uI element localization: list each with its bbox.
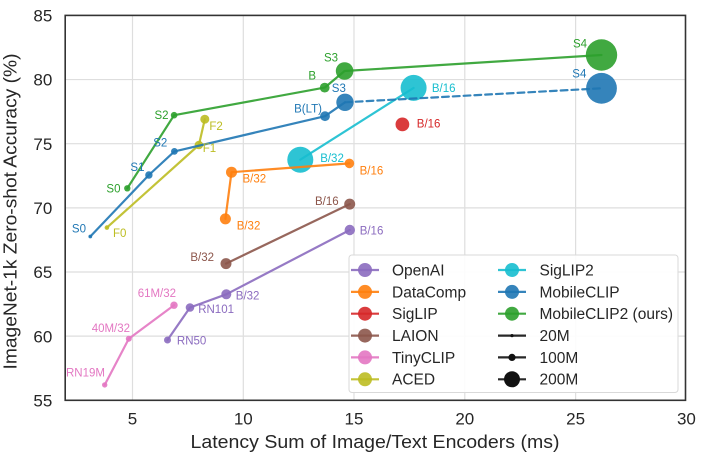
- svg-text:MobileCLIP2 (ours): MobileCLIP2 (ours): [540, 306, 674, 323]
- svg-text:S0: S0: [72, 223, 86, 235]
- svg-text:61M/32: 61M/32: [138, 288, 176, 300]
- svg-text:F0: F0: [113, 228, 126, 240]
- svg-text:B/32: B/32: [236, 291, 260, 303]
- svg-text:RN101: RN101: [198, 304, 234, 316]
- svg-text:B/16: B/16: [360, 165, 384, 177]
- svg-text:S4: S4: [573, 38, 588, 50]
- svg-text:ImageNet-1k Zero-shot Accuracy: ImageNet-1k Zero-shot Accuracy (%): [1, 54, 21, 370]
- svg-text:20: 20: [455, 410, 474, 429]
- svg-text:B/32: B/32: [237, 221, 261, 233]
- svg-text:F1: F1: [203, 143, 216, 155]
- svg-text:B/16: B/16: [417, 119, 441, 131]
- svg-text:100M: 100M: [540, 350, 579, 367]
- svg-text:60: 60: [33, 327, 52, 346]
- svg-text:S0: S0: [106, 183, 120, 195]
- svg-text:ACED: ACED: [392, 372, 435, 389]
- svg-text:SigLIP2: SigLIP2: [540, 262, 594, 279]
- svg-text:S2: S2: [155, 110, 169, 122]
- svg-text:SigLIP: SigLIP: [392, 306, 438, 323]
- svg-text:S3: S3: [332, 83, 346, 95]
- svg-text:B/16: B/16: [360, 226, 384, 238]
- svg-text:75: 75: [33, 135, 52, 154]
- svg-text:MobileCLIP: MobileCLIP: [540, 284, 620, 301]
- svg-text:F2: F2: [209, 121, 222, 133]
- svg-text:65: 65: [33, 263, 52, 282]
- svg-text:DataComp: DataComp: [392, 284, 466, 301]
- svg-text:S4: S4: [572, 68, 587, 80]
- svg-text:B(LT): B(LT): [294, 103, 322, 115]
- svg-text:85: 85: [33, 7, 52, 26]
- svg-text:25: 25: [566, 410, 585, 429]
- svg-text:55: 55: [33, 391, 52, 410]
- svg-text:80: 80: [33, 71, 52, 90]
- svg-text:B/32: B/32: [320, 153, 344, 165]
- svg-text:5: 5: [128, 410, 137, 429]
- svg-text:S2: S2: [153, 137, 167, 149]
- svg-text:B/16: B/16: [432, 83, 456, 95]
- svg-text:70: 70: [33, 199, 52, 218]
- svg-text:LAION: LAION: [392, 328, 439, 345]
- svg-text:Latency Sum of Image/Text Enco: Latency Sum of Image/Text Encoders (ms): [191, 432, 560, 452]
- svg-text:200M: 200M: [540, 372, 579, 389]
- svg-text:15: 15: [345, 410, 364, 429]
- svg-text:B/32: B/32: [190, 252, 214, 264]
- svg-text:S3: S3: [324, 53, 338, 65]
- svg-text:RN50: RN50: [177, 336, 206, 348]
- svg-text:OpenAI: OpenAI: [392, 262, 445, 279]
- svg-text:30: 30: [677, 410, 696, 429]
- svg-text:10: 10: [234, 410, 253, 429]
- svg-text:TinyCLIP: TinyCLIP: [392, 350, 455, 367]
- svg-text:B/16: B/16: [315, 196, 339, 208]
- svg-text:B/32: B/32: [243, 174, 267, 186]
- svg-text:RN19M: RN19M: [66, 368, 105, 380]
- svg-text:B: B: [308, 71, 316, 83]
- svg-text:40M/32: 40M/32: [92, 323, 130, 335]
- svg-text:20M: 20M: [540, 328, 570, 345]
- svg-text:S1: S1: [130, 162, 144, 174]
